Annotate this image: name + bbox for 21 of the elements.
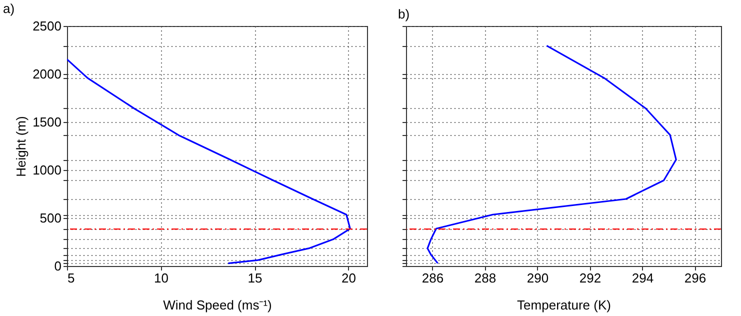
y-axis-title: Height (m) (14, 116, 29, 177)
y-tick-label: 1000 (32, 162, 62, 178)
x-tick-label: 292 (579, 270, 602, 286)
y-tick-label: 2000 (32, 66, 62, 82)
chart-title: a) (3, 1, 15, 16)
y-tick-label: 0 (54, 258, 62, 274)
x-tick-label: 286 (422, 270, 444, 286)
y-tick-label: 2500 (32, 18, 62, 34)
x-tick-label: 288 (474, 270, 496, 286)
chart-title: b) (398, 6, 410, 22)
x-axis-title: Wind Speed (ms⁻¹) (163, 298, 272, 312)
x-tick-label: 296 (684, 270, 706, 286)
x-tick-label: 290 (526, 270, 549, 286)
x-tick-label: 5 (68, 270, 75, 286)
x-tick-label: 15 (248, 270, 262, 286)
y-tick-label: 500 (40, 210, 62, 226)
y-tick-label: 1500 (32, 114, 62, 130)
x-axis-title: Temperature (K) (517, 298, 611, 312)
x-tick-label: 294 (632, 270, 654, 286)
x-tick-label: 10 (154, 270, 168, 286)
x-tick-label: 20 (342, 270, 356, 286)
